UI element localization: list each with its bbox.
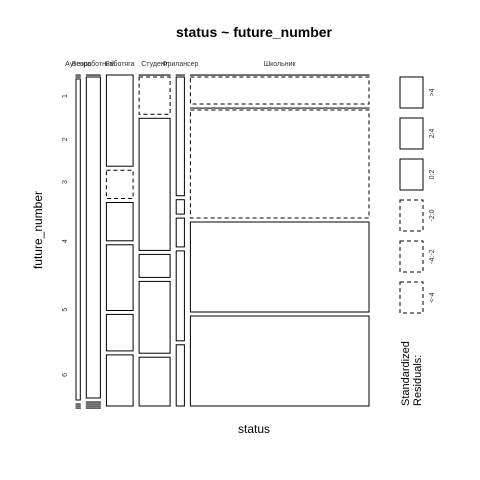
- cell-фрилансер-5: [175, 250, 185, 342]
- cell-работяга-4: [105, 244, 134, 311]
- y-category-label: 1: [62, 94, 69, 98]
- cell-фрилансер-2: [175, 76, 185, 197]
- y-category-label: 3: [62, 180, 69, 184]
- cell-студент-3: [138, 117, 171, 251]
- cell-работяга-1: [105, 74, 134, 167]
- x-category-label: Школьник: [264, 61, 297, 68]
- y-category-labels: 1 2 3 4 5 6: [62, 94, 69, 377]
- legend-title: StandardizedResiduals:: [400, 341, 424, 406]
- cell-студент-2: [138, 76, 171, 115]
- y-axis-title: future_number: [31, 191, 45, 269]
- cell-студент-5: [138, 280, 171, 354]
- legend-label: 0:2: [429, 170, 436, 180]
- legend-label: 2:4: [429, 129, 436, 139]
- y-category-label: 2: [62, 137, 69, 141]
- y-category-label: 6: [62, 373, 69, 377]
- cell-работяга-3: [105, 202, 134, 242]
- legend-swatch: [399, 76, 424, 109]
- x-category-label: Фрилансер: [162, 61, 198, 68]
- x-axis-title: status: [238, 422, 270, 436]
- legend-label: -2:0: [429, 209, 436, 221]
- legend-label: -4:-2: [429, 249, 436, 264]
- legend: >4 2:4 0:2 -2:0 -4:-2 <-4: [399, 76, 436, 314]
- y-category-label: 5: [62, 308, 69, 312]
- legend-swatch: [399, 117, 424, 150]
- cell-школьник-5: [189, 221, 370, 313]
- cell-работяга-2: [105, 169, 134, 199]
- chart-title: status ~ future_number: [176, 24, 333, 40]
- legend-label: <-4: [429, 292, 436, 302]
- x-category-label: Работяга: [105, 60, 134, 68]
- cell-студент-4: [138, 253, 171, 278]
- x-category-label: Аутсорс: [65, 61, 92, 68]
- x-category-label: Безработный: [72, 60, 115, 68]
- cell-студент-6: [138, 356, 171, 407]
- cell-работяга-5: [105, 313, 134, 352]
- legend-swatch: [399, 240, 424, 273]
- cell-фрилансер-4: [175, 217, 185, 248]
- cell-школьник-4: [189, 109, 370, 219]
- legend-swatch: [399, 281, 424, 314]
- y-category-label: 4: [62, 239, 69, 243]
- cell-фрилансер-3: [175, 199, 185, 215]
- legend-label: >4: [429, 88, 436, 96]
- cell-фрилансер-6: [175, 344, 185, 407]
- legend-swatch: [399, 199, 424, 232]
- cell-школьник-6: [189, 315, 370, 407]
- cell-безработный-2: [85, 76, 101, 399]
- cell-школьник-2: [189, 76, 370, 105]
- cell-работяга-6: [105, 354, 134, 407]
- legend-swatch: [399, 158, 424, 191]
- cell-аутсорс-3: [75, 78, 81, 401]
- x-category-label: Студент: [141, 61, 168, 68]
- mosaic-cells: [75, 74, 370, 409]
